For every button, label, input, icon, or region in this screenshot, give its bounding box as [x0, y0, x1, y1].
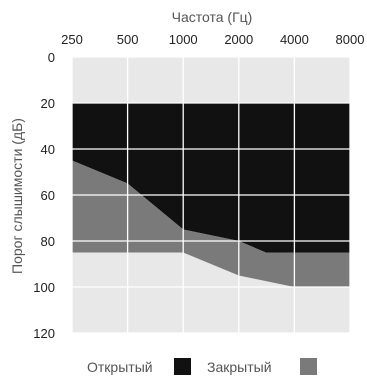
x-tick-label: 500 — [117, 32, 139, 47]
y-tick-label: 100 — [33, 280, 55, 295]
series-closed-area — [72, 160, 350, 287]
legend-swatch-closed — [300, 358, 317, 375]
y-tick-label: 60 — [41, 188, 55, 203]
x-axis-title: Частота (Гц) — [172, 9, 253, 25]
y-tick-label: 0 — [48, 50, 55, 65]
legend-label-open: Открытый — [87, 359, 153, 375]
x-tick-label: 8000 — [336, 32, 365, 47]
legend-swatch-open — [174, 358, 191, 375]
y-tick-label: 120 — [33, 326, 55, 341]
legend: Открытый Закрытый — [87, 358, 317, 375]
x-tick-label: 4000 — [280, 32, 309, 47]
x-tick-labels: 250 500 1000 2000 4000 8000 — [61, 32, 364, 47]
y-tick-label: 40 — [41, 142, 55, 157]
x-tick-label: 2000 — [224, 32, 253, 47]
y-tick-label: 20 — [41, 96, 55, 111]
plot-area — [71, 56, 351, 334]
x-tick-label: 1000 — [169, 32, 198, 47]
series-open-area — [72, 103, 350, 253]
y-tick-labels: 0 20 40 60 80 100 120 — [33, 50, 55, 341]
y-axis-title: Порог слышимости (дБ) — [9, 118, 25, 274]
legend-label-closed: Закрытый — [207, 359, 272, 375]
x-tick-label: 250 — [61, 32, 83, 47]
y-tick-label: 80 — [41, 234, 55, 249]
